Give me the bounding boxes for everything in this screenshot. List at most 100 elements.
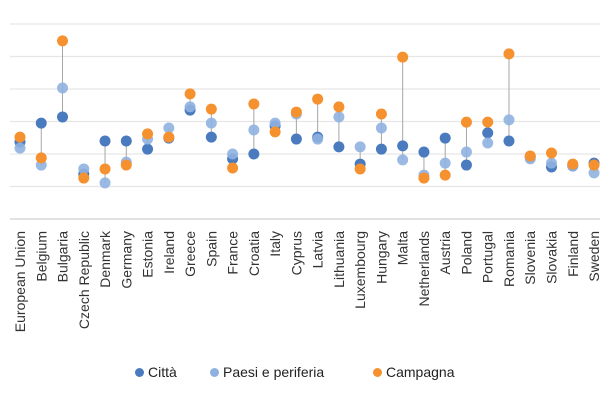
data-point-citta <box>333 141 345 153</box>
data-point-citta <box>35 117 47 129</box>
data-point-campagna <box>163 131 175 143</box>
data-point-paesi <box>503 114 515 126</box>
data-point-campagna <box>333 101 345 113</box>
data-point-paesi <box>375 122 387 134</box>
data-point-citta <box>375 143 387 155</box>
data-point-campagna <box>354 163 366 175</box>
data-point-paesi <box>354 141 366 153</box>
x-tick-label: Slovakia <box>544 231 560 284</box>
x-tick-label: Czech Republic <box>76 231 92 329</box>
x-tick-label: Sweden <box>586 231 600 282</box>
legend-item-campagna: Campagna <box>373 364 455 380</box>
data-point-campagna <box>14 131 26 143</box>
data-point-paesi <box>546 157 557 169</box>
data-point-citta <box>418 146 430 158</box>
data-point-campagna <box>397 51 409 63</box>
legend-marker-citta <box>135 367 144 377</box>
data-point-paesi <box>184 101 196 113</box>
legend-label-paesi: Paesi e periferia <box>223 364 325 380</box>
data-point-paesi <box>205 117 217 129</box>
data-point-campagna <box>546 147 557 159</box>
x-tick-label: Luxembourg <box>352 231 368 309</box>
x-tick-label: Croatia <box>246 231 262 276</box>
data-point-paesi <box>163 122 175 134</box>
data-point-paesi <box>439 157 451 169</box>
data-point-citta <box>503 135 515 147</box>
data-point-citta <box>57 111 69 123</box>
data-point-campagna <box>99 163 111 175</box>
legend-item-citta: Città <box>135 364 177 380</box>
x-tick-label: Germany <box>118 231 134 289</box>
data-point-citta <box>460 159 472 171</box>
data-point-paesi <box>460 146 472 158</box>
data-point-campagna <box>290 106 302 118</box>
data-point-campagna <box>248 98 260 110</box>
x-tick-label: Bulgaria <box>55 231 71 283</box>
x-tick-label: Belgium <box>33 231 49 282</box>
x-tick-label: Malta <box>395 231 411 265</box>
data-point-campagna <box>460 116 472 128</box>
data-point-paesi <box>99 177 111 189</box>
data-point-campagna <box>482 116 494 128</box>
x-tick-label: European Union <box>12 231 28 332</box>
data-point-paesi <box>269 117 281 129</box>
data-point-paesi <box>227 148 239 160</box>
x-tick-label: Denmark <box>97 230 113 288</box>
data-point-paesi <box>482 137 494 149</box>
x-tick-label: Slovenia <box>522 231 538 285</box>
data-point-citta <box>290 133 302 145</box>
data-point-campagna <box>120 159 132 171</box>
data-point-citta <box>439 132 451 144</box>
x-tick-label: Cyprus <box>288 231 304 275</box>
x-tick-label: Estonia <box>140 231 156 278</box>
x-tick-label: Italy <box>267 231 283 257</box>
data-point-campagna <box>78 172 90 184</box>
data-point-citta <box>482 127 494 139</box>
x-tick-label: Poland <box>458 231 474 275</box>
x-tick-label: Hungary <box>373 231 389 284</box>
x-tick-label: Portugal <box>480 231 496 283</box>
data-point-citta <box>120 135 132 147</box>
x-tick-label: Netherlands <box>416 231 432 307</box>
data-point-campagna <box>227 162 239 174</box>
data-point-campagna <box>205 103 217 115</box>
data-point-campagna <box>524 150 536 162</box>
data-point-paesi <box>333 111 345 123</box>
data-point-citta <box>205 131 217 143</box>
data-point-citta <box>99 135 111 147</box>
data-point-campagna <box>57 35 69 47</box>
data-point-citta <box>397 140 409 152</box>
data-point-paesi <box>248 124 260 136</box>
data-point-paesi <box>78 163 90 175</box>
data-point-campagna <box>503 48 515 60</box>
data-point-campagna <box>35 152 47 164</box>
data-point-campagna <box>184 88 196 100</box>
data-point-campagna <box>567 158 579 170</box>
legend: Città Paesi e periferia Campagna <box>0 364 600 384</box>
data-point-campagna <box>142 128 154 140</box>
legend-item-paesi: Paesi e periferia <box>210 364 324 380</box>
x-tick-label: Romania <box>501 231 517 287</box>
legend-label-campagna: Campagna <box>386 364 455 380</box>
data-point-paesi <box>14 142 26 154</box>
data-point-campagna <box>418 172 430 184</box>
legend-marker-campagna <box>373 367 382 377</box>
x-tick-label: Latvia <box>310 231 326 269</box>
data-point-campagna <box>375 108 387 120</box>
data-point-paesi <box>57 82 69 94</box>
x-tick-label: Greece <box>182 231 198 277</box>
data-point-citta <box>248 148 260 160</box>
x-tick-label: Ireland <box>161 231 177 274</box>
data-point-paesi <box>397 154 409 166</box>
data-point-citta <box>142 143 154 155</box>
x-tick-label: France <box>225 231 241 275</box>
x-tick-label: Finland <box>565 231 581 277</box>
data-point-campagna <box>312 93 324 105</box>
x-tick-label: Austria <box>437 231 453 275</box>
x-tick-label: Lithuania <box>331 231 347 288</box>
data-point-campagna <box>588 159 600 171</box>
legend-marker-paesi <box>210 367 219 377</box>
data-point-campagna <box>439 169 451 181</box>
data-point-campagna <box>269 126 281 138</box>
